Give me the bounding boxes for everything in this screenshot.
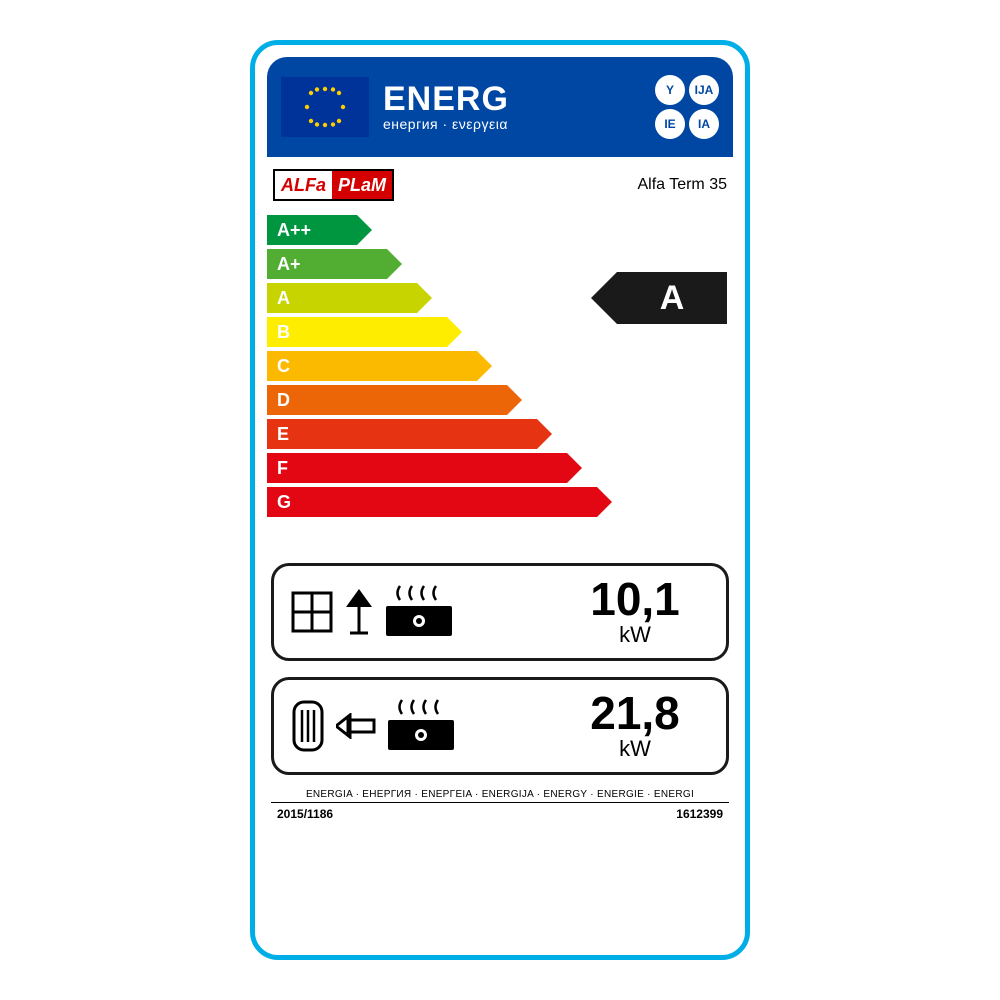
efficiency-chart: A++A+ABCDEFG A (267, 215, 733, 555)
window-icon (290, 590, 334, 634)
footer-terms: ENERGIA · ЕНЕРГИЯ · ΕΝΕΡΓΕΙΑ · ENERGIJA … (267, 783, 733, 802)
badge: IA (689, 109, 719, 139)
efficiency-bar-D: D (267, 385, 507, 415)
badge: IJA (689, 75, 719, 105)
efficiency-bar-label: C (277, 356, 290, 377)
brand-row: ALFa PLaM Alfa Term 35 (267, 157, 733, 207)
brand-logo: ALFa PLaM (273, 169, 394, 201)
efficiency-bar-Aplus: A+ (267, 249, 387, 279)
efficiency-bar-label: A (277, 288, 290, 309)
water-heating-box: 21,8 kW (271, 677, 729, 775)
water-power-value: 21,8 (560, 690, 710, 736)
efficiency-bar-A: A (267, 283, 417, 313)
efficiency-bar-label: B (277, 322, 290, 343)
header-title: ENERG (383, 82, 641, 116)
efficiency-bar-B: B (267, 317, 447, 347)
arrow-left-icon (336, 713, 376, 739)
efficiency-bar-label: A+ (277, 254, 301, 275)
heater-icon (384, 584, 454, 640)
water-power-unit: kW (560, 736, 710, 762)
brand-part1: ALFa (275, 171, 332, 199)
radiator-icon (290, 698, 326, 754)
efficiency-bar-C: C (267, 351, 477, 381)
space-power-value: 10,1 (560, 576, 710, 622)
eu-flag-icon (281, 77, 369, 137)
lamp-icon (344, 587, 374, 637)
badge: Y (655, 75, 685, 105)
efficiency-bar-G: G (267, 487, 597, 517)
serial-number: 1612399 (676, 807, 723, 821)
rating-indicator: A (617, 272, 727, 324)
efficiency-bar-E: E (267, 419, 537, 449)
header-badges: Y IJA IE IA (655, 75, 719, 139)
efficiency-bar-Aplusplus: A++ (267, 215, 357, 245)
efficiency-bar-label: F (277, 458, 288, 479)
brand-part2: PLaM (332, 171, 392, 199)
efficiency-bar-label: E (277, 424, 289, 445)
efficiency-bar-label: D (277, 390, 290, 411)
product-name: Alfa Term 35 (637, 176, 727, 194)
space-heating-box: 10,1 kW (271, 563, 729, 661)
efficiency-bar-F: F (267, 453, 567, 483)
regulation-number: 2015/1186 (277, 807, 333, 821)
space-power-unit: kW (560, 622, 710, 648)
heater-icon (386, 698, 456, 754)
energy-label: ENERG енергия · ενεργεια Y IJA IE IA ALF… (250, 40, 750, 960)
header-subtitle: енергия · ενεργεια (383, 116, 641, 132)
badge: IE (655, 109, 685, 139)
header-banner: ENERG енергия · ενεργεια Y IJA IE IA (267, 57, 733, 157)
efficiency-bar-label: A++ (277, 220, 311, 241)
rating-letter: A (660, 279, 685, 318)
efficiency-bar-label: G (277, 492, 291, 513)
